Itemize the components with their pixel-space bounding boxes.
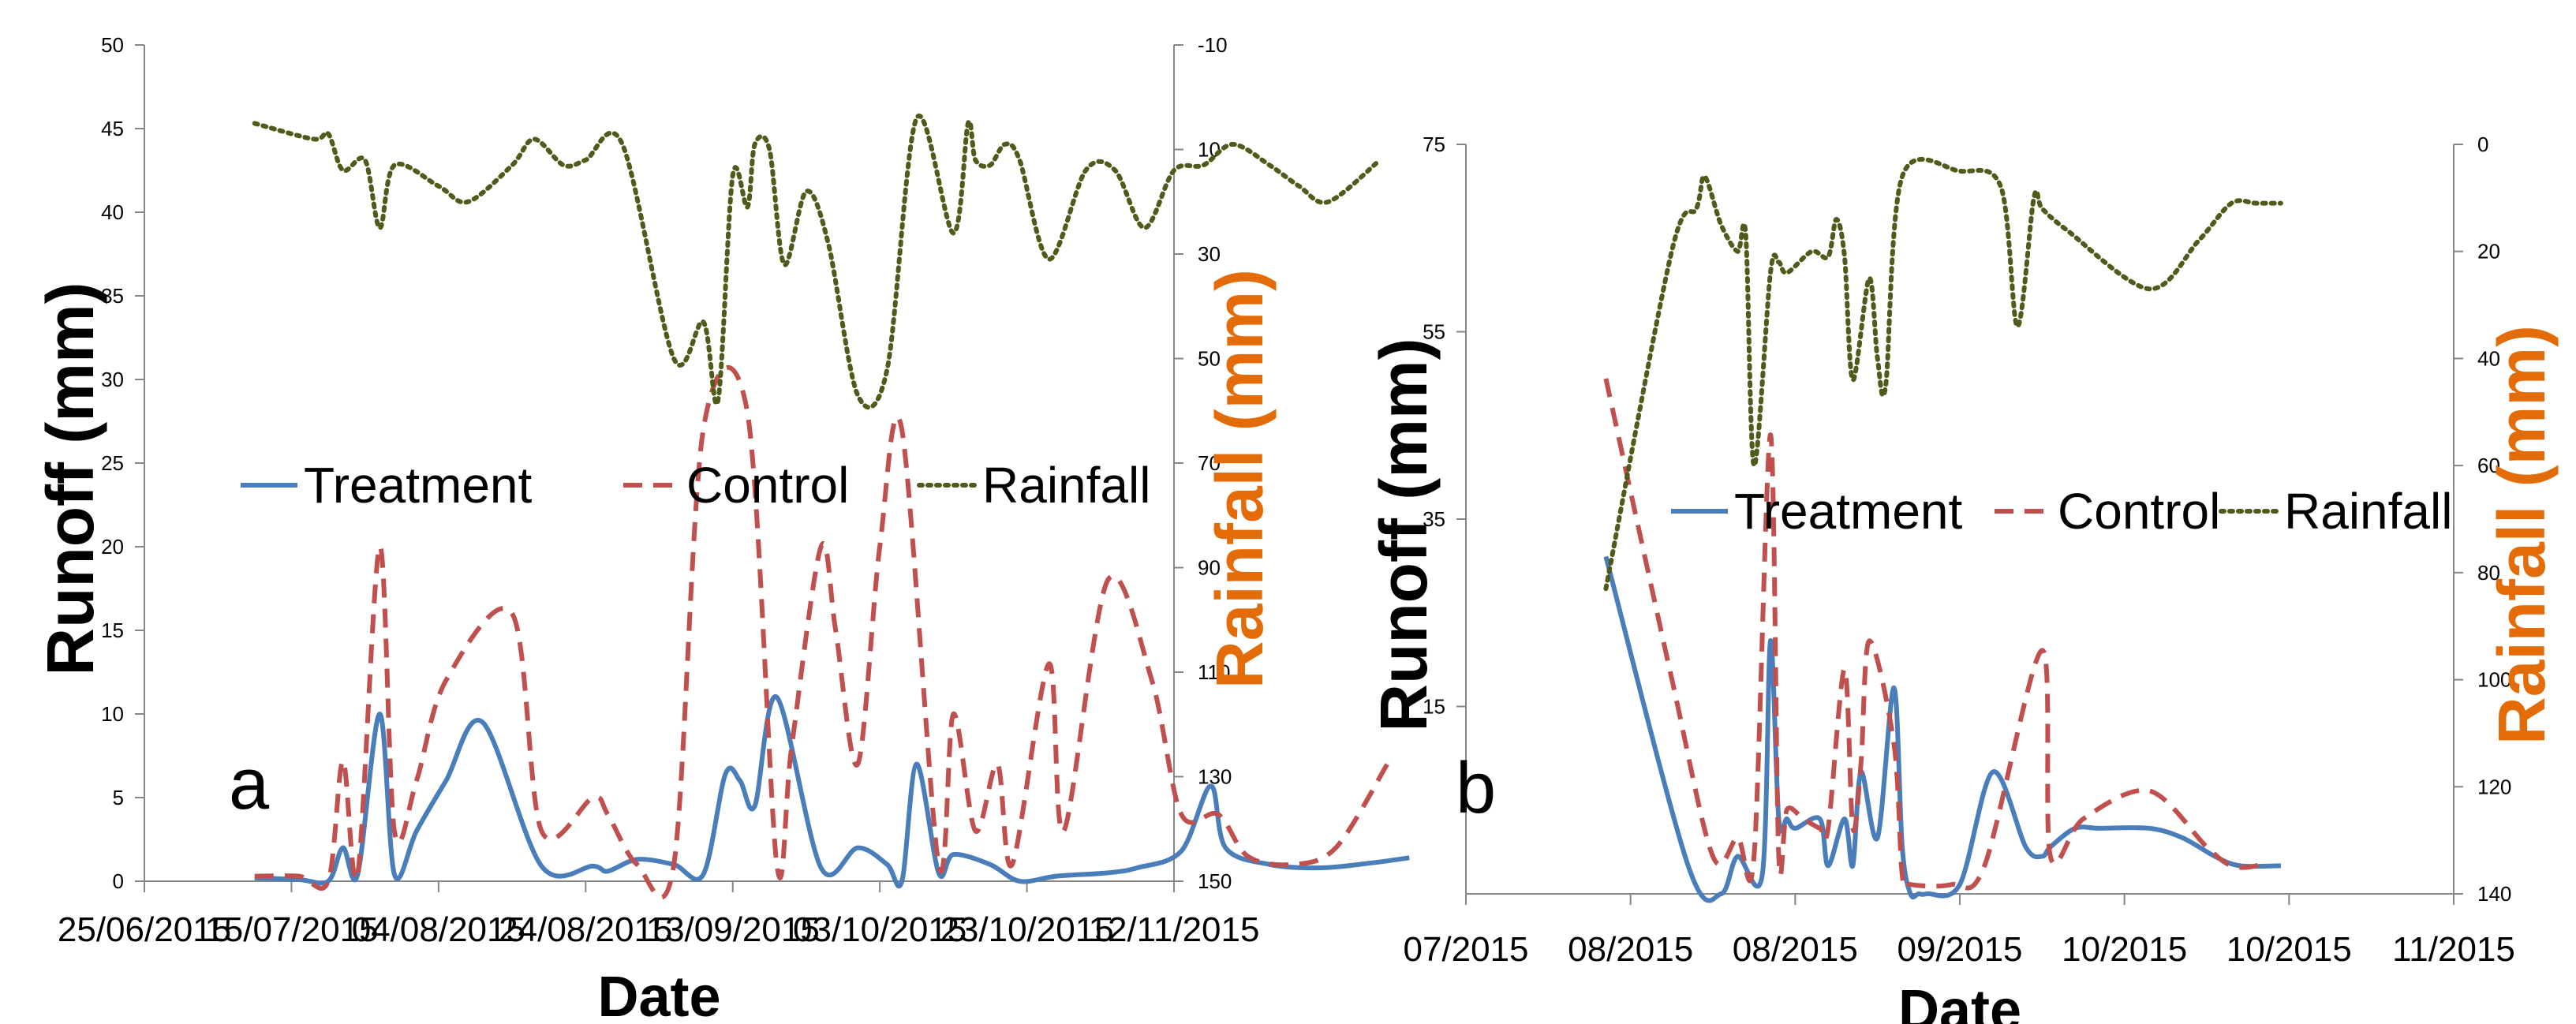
x-tick-label: 08/2015: [1568, 930, 1693, 969]
y-tick-label: 25: [101, 451, 124, 475]
legend-rainfall-label: Rainfall: [2284, 483, 2452, 540]
series-control-line: [254, 364, 1389, 900]
y2-tick-label: 90: [1198, 556, 1221, 580]
y-tick-label: 15: [1423, 695, 1445, 719]
legend-rainfall-label: Rainfall: [982, 457, 1150, 514]
y-tick-label: 45: [101, 117, 124, 140]
y2-tick-label: 20: [2477, 240, 2500, 263]
y2-tick-label: 40: [2477, 346, 2500, 370]
x-tick-label: 13/09/2015: [646, 910, 820, 949]
x-axis-title: Date: [1898, 979, 2021, 1024]
x-tick-label: 25/06/2015: [58, 910, 231, 949]
series-treatment-line: [254, 694, 1410, 889]
panel-a-chart: 0 5 10 15 20 25 30 35 40 45 50 -10 10 30 50 70 90 110 130 1…: [33, 33, 1410, 1024]
x-tick-label: 12/11/2015: [1089, 910, 1260, 949]
y-tick-label: 40: [101, 200, 124, 224]
series-treatment-line: [1603, 555, 2281, 903]
y-tick-label: 35: [1423, 507, 1445, 531]
y2-tick-label: 50: [1198, 347, 1221, 371]
y2-tick-label: 140: [2477, 882, 2511, 906]
series-control-line: [1603, 378, 2267, 891]
legend-treatment-label: Treatment: [1734, 483, 1963, 540]
y-tick-label: 5: [113, 786, 124, 809]
series-rainfall-line: [252, 113, 1382, 410]
y-axis-title: Runoff (mm): [1367, 338, 1441, 731]
y-tick-label: 15: [101, 619, 124, 642]
y-tick-label: 10: [101, 702, 124, 726]
y-tick-label: 75: [1423, 133, 1445, 156]
y2-tick-label: 0: [2477, 133, 2488, 156]
x-tick-label: 08/2015: [1733, 930, 1858, 969]
y2-tick-label: 120: [2477, 775, 2511, 798]
x-axis-title: Date: [597, 966, 720, 1024]
legend-treatment-label: Treatment: [304, 457, 533, 514]
y2-axis-title: Rainfall (mm): [2484, 325, 2559, 745]
x-tick-label: 03/10/2015: [793, 910, 966, 949]
y-tick-label: 30: [101, 368, 124, 391]
y2-tick-label: 100: [2477, 668, 2511, 692]
y-tick-label: 0: [113, 869, 124, 893]
y2-tick-label: 70: [1198, 451, 1221, 475]
y-tick-label: 20: [101, 535, 124, 559]
x-tick-label: 04/08/2015: [352, 910, 525, 949]
x-tick-label: 07/2015: [1403, 930, 1528, 969]
panel-label: b: [1456, 748, 1496, 828]
panel-label: a: [229, 744, 270, 824]
x-tick-label: 15/07/2015: [204, 910, 378, 949]
legend-control-label: Control: [2058, 483, 2220, 540]
x-tick-label: 24/08/2015: [499, 910, 672, 949]
y2-tick-label: -10: [1198, 33, 1228, 57]
x-tick-label: 11/2015: [2392, 930, 2515, 969]
y2-tick-label: 80: [2477, 561, 2500, 585]
y2-tick-label: 10: [1198, 138, 1221, 162]
y2-tick-label: 60: [2477, 454, 2500, 477]
y2-tick-label: 130: [1198, 765, 1232, 789]
series-rainfall-line: [1603, 156, 2283, 592]
panel-b-chart: 15 35 55 75 0 20 40 60 80 100 120 140 07/2015 08/2015…: [1367, 133, 2559, 1024]
y-tick-label: 35: [101, 284, 124, 308]
y2-tick-label: 150: [1198, 869, 1232, 893]
x-tick-label: 10/2015: [2062, 930, 2187, 969]
y2-axis-title: Rainfall (mm): [1202, 269, 1277, 689]
x-tick-label: 10/2015: [2226, 930, 2352, 969]
y-axis-title: Runoff (mm): [33, 282, 107, 675]
legend-control-label: Control: [686, 457, 849, 514]
y-tick-label: 50: [101, 33, 124, 57]
y2-tick-label: 30: [1198, 242, 1221, 266]
x-tick-label: 23/10/2015: [940, 910, 1113, 949]
y2-tick-label: 110: [1198, 660, 1230, 684]
x-tick-label: 09/2015: [1897, 930, 2022, 969]
y-tick-label: 55: [1423, 320, 1445, 344]
